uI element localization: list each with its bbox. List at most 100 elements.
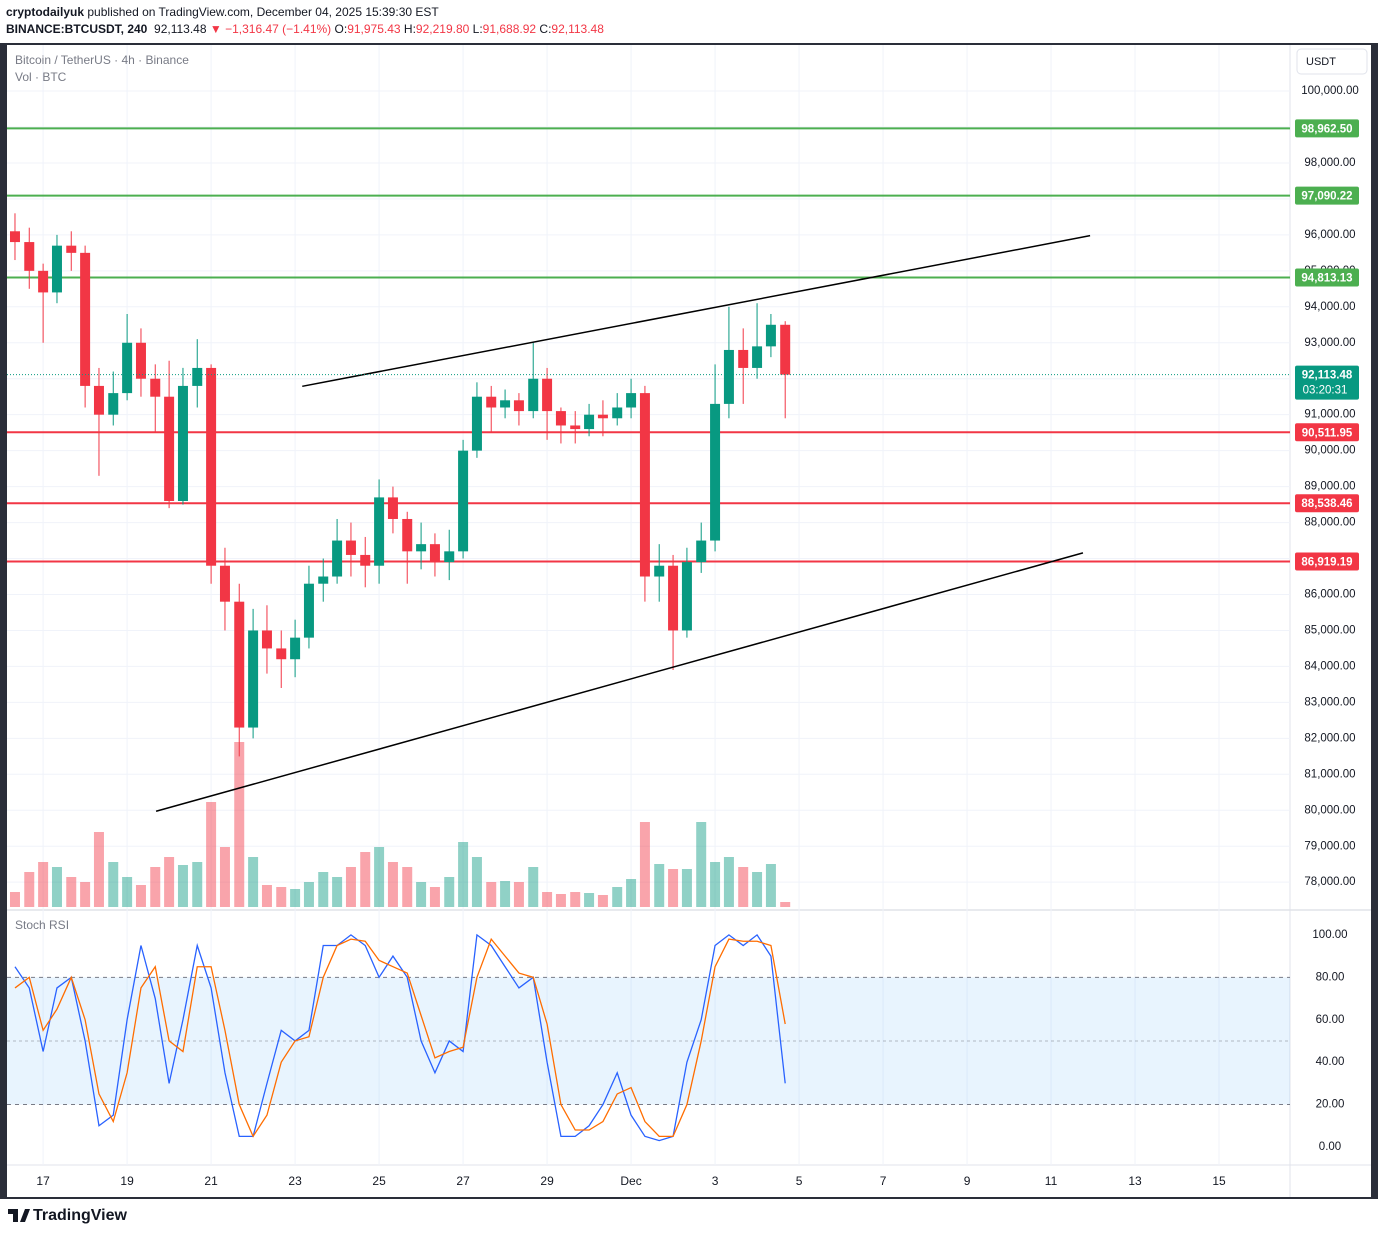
currency[interactable]: USDT <box>1306 56 1336 68</box>
y-tick-label: 83,000.00 <box>1304 696 1355 708</box>
volume-bar <box>177 865 188 907</box>
y-tick-label: 88,000.00 <box>1304 517 1355 529</box>
volume-bar <box>584 893 595 907</box>
volume-bar <box>738 867 749 907</box>
volume-bar <box>206 802 217 907</box>
volume-bar <box>612 887 623 907</box>
volume-bar <box>303 882 314 907</box>
volume-bar <box>542 892 553 907</box>
x-tick-label: 5 <box>796 1174 803 1188</box>
last-price-label: 92,113.48 <box>1302 370 1353 382</box>
candle-body <box>360 554 371 566</box>
candle-body <box>206 367 217 566</box>
volume-bar <box>93 832 104 907</box>
volume-bar <box>248 857 259 907</box>
volume-bar <box>24 872 35 907</box>
last: 92,113.48 <box>154 22 207 36</box>
volume-bar <box>444 877 455 907</box>
axes: 17 19 21 23 25 27 29 Dec 3 5 7 9 11 13 15 78,000.00 79,0… <box>36 85 1359 1188</box>
volume-bar <box>471 857 482 907</box>
volume-bar <box>108 862 119 907</box>
candle-body <box>150 378 161 397</box>
volume-bar <box>80 882 91 907</box>
candle-body <box>542 378 553 412</box>
volume-bar <box>639 822 650 907</box>
volume-bar <box>290 889 301 907</box>
volume-bar <box>681 869 692 907</box>
candle-body <box>500 400 511 408</box>
x-tick-label: 19 <box>120 1174 134 1188</box>
x-tick-label: 9 <box>964 1174 971 1188</box>
candle-body <box>177 385 188 501</box>
published: published on TradingView.com, December 0… <box>87 5 439 19</box>
volume-legend: Vol · BTC <box>15 70 67 84</box>
level-badge <box>1295 186 1359 205</box>
x-tick-label: 15 <box>1212 1174 1226 1188</box>
level-label: 86,919.19 <box>1301 556 1352 568</box>
candle-body <box>345 540 356 555</box>
ohlc-value: 92,113.48 <box>551 22 604 36</box>
candle-body <box>612 407 623 419</box>
volume-bar <box>374 847 385 907</box>
candle-body <box>192 367 203 386</box>
stoch-tick-label: 100.00 <box>1312 929 1347 941</box>
ohlc: O:91,975.43 H:92,219.80 L:91,688.92 C:92… <box>335 22 604 36</box>
candle-body <box>122 342 133 394</box>
level-badge <box>1295 423 1359 442</box>
candle-body <box>24 242 35 271</box>
volume-bar <box>164 857 175 907</box>
candle-body <box>458 450 469 552</box>
level-label: 90,511.95 <box>1302 427 1353 439</box>
candle-body <box>681 562 692 631</box>
volume-bar <box>332 877 343 907</box>
currency-box[interactable] <box>1296 48 1368 75</box>
volume-bar <box>402 867 413 907</box>
volume-bar <box>416 882 427 907</box>
volume-bar <box>723 857 734 907</box>
candle-body <box>780 324 791 375</box>
candle-body <box>318 576 329 584</box>
candle-body <box>654 565 665 577</box>
candle-body <box>570 425 581 430</box>
candle-body <box>51 245 62 293</box>
volume-bar <box>570 892 581 907</box>
candle-body <box>66 245 77 253</box>
y-tick-label: 100,000.00 <box>1301 85 1359 97</box>
y-tick-label: 89,000.00 <box>1304 481 1355 493</box>
candle-body <box>710 403 721 541</box>
candle-body <box>80 252 91 386</box>
header-line: cryptodailyuk published on TradingView.c… <box>6 4 604 21</box>
candle-body <box>471 396 482 451</box>
y-tick-label: 78,000.00 <box>1304 876 1355 888</box>
candle-body <box>639 393 650 577</box>
volume-bar <box>122 877 133 907</box>
candle-body <box>108 393 119 415</box>
candle-body <box>765 324 776 347</box>
volume-bar <box>135 885 146 907</box>
volume-bar <box>192 862 203 907</box>
publisher: cryptodailyuk <box>6 5 85 19</box>
y-tick-label: 86,000.00 <box>1304 589 1355 601</box>
candle-body <box>668 565 679 631</box>
volume-bar <box>765 864 776 907</box>
symbol: BINANCE:BTCUSDT, 240 <box>6 22 148 36</box>
candle-body <box>387 497 398 519</box>
candle-body <box>513 400 524 412</box>
candle-body <box>416 544 427 552</box>
candle-body <box>402 518 413 552</box>
y-tick-label: 94,000.00 <box>1304 301 1355 313</box>
volume-bar <box>597 895 608 907</box>
level-label: 97,090.22 <box>1301 191 1352 203</box>
x-tick-label: 23 <box>288 1174 302 1188</box>
ohlc-label: C: <box>539 22 552 36</box>
level-label: 98,962.50 <box>1301 123 1352 135</box>
logo <box>8 1209 30 1222</box>
volume-bar <box>276 887 287 907</box>
candle-body <box>752 346 763 368</box>
candle-body <box>219 565 230 602</box>
candle-body <box>444 551 455 563</box>
candle-body <box>332 540 343 577</box>
level-badge <box>1295 268 1359 287</box>
y-tick-label: 93,000.00 <box>1304 337 1355 349</box>
